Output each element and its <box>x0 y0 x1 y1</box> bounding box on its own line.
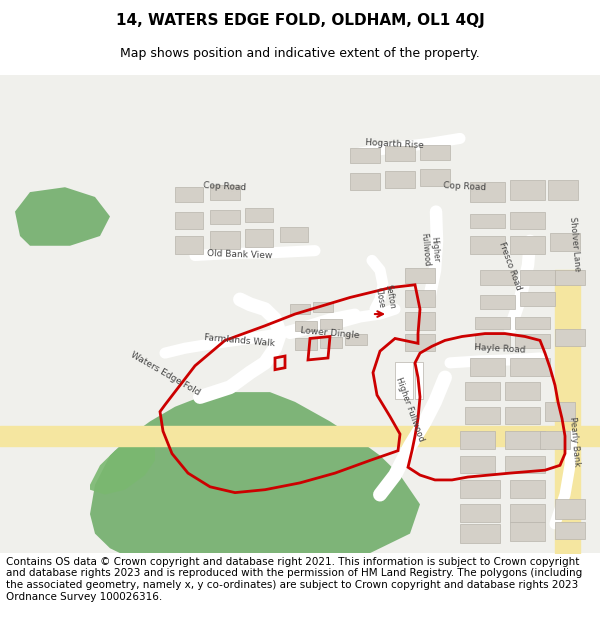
FancyBboxPatch shape <box>460 480 500 498</box>
Text: Hayle Road: Hayle Road <box>474 343 526 355</box>
Text: 14, WATERS EDGE FOLD, OLDHAM, OL1 4QJ: 14, WATERS EDGE FOLD, OLDHAM, OL1 4QJ <box>116 14 484 29</box>
FancyBboxPatch shape <box>295 339 317 350</box>
FancyBboxPatch shape <box>405 312 435 329</box>
FancyBboxPatch shape <box>510 504 545 522</box>
FancyBboxPatch shape <box>470 214 505 228</box>
FancyBboxPatch shape <box>460 456 495 473</box>
FancyBboxPatch shape <box>245 229 273 247</box>
FancyBboxPatch shape <box>465 382 500 400</box>
FancyBboxPatch shape <box>555 522 585 539</box>
FancyBboxPatch shape <box>320 336 342 348</box>
FancyBboxPatch shape <box>420 169 450 186</box>
FancyBboxPatch shape <box>415 362 423 399</box>
FancyBboxPatch shape <box>320 319 342 329</box>
FancyBboxPatch shape <box>505 407 540 424</box>
Text: Contains OS data © Crown copyright and database right 2021. This information is : Contains OS data © Crown copyright and d… <box>6 557 582 601</box>
FancyBboxPatch shape <box>510 181 545 200</box>
FancyBboxPatch shape <box>210 209 240 224</box>
FancyBboxPatch shape <box>385 171 415 188</box>
FancyBboxPatch shape <box>505 382 540 400</box>
FancyBboxPatch shape <box>280 228 308 242</box>
FancyBboxPatch shape <box>510 212 545 229</box>
FancyBboxPatch shape <box>460 504 500 522</box>
Text: Sefton
Close: Sefton Close <box>373 284 397 311</box>
FancyBboxPatch shape <box>295 321 317 331</box>
FancyBboxPatch shape <box>350 173 380 190</box>
FancyBboxPatch shape <box>385 146 415 161</box>
FancyBboxPatch shape <box>505 431 545 449</box>
FancyBboxPatch shape <box>510 358 550 376</box>
FancyBboxPatch shape <box>460 431 495 449</box>
Text: Higher
Fullwood: Higher Fullwood <box>419 232 441 268</box>
FancyBboxPatch shape <box>520 292 555 306</box>
FancyBboxPatch shape <box>555 270 585 285</box>
FancyBboxPatch shape <box>345 334 367 345</box>
Text: Lower Dingle: Lower Dingle <box>300 326 360 341</box>
FancyBboxPatch shape <box>175 212 203 229</box>
FancyBboxPatch shape <box>480 270 515 285</box>
FancyBboxPatch shape <box>555 499 585 519</box>
FancyBboxPatch shape <box>245 208 273 222</box>
FancyBboxPatch shape <box>210 185 240 200</box>
FancyBboxPatch shape <box>175 188 203 202</box>
FancyBboxPatch shape <box>470 236 505 254</box>
Text: Cop Road: Cop Road <box>443 181 487 192</box>
Text: Map shows position and indicative extent of the property.: Map shows position and indicative extent… <box>120 48 480 61</box>
Text: Fresco Road: Fresco Road <box>497 241 523 292</box>
FancyBboxPatch shape <box>420 145 450 160</box>
FancyBboxPatch shape <box>470 358 505 376</box>
FancyBboxPatch shape <box>550 233 580 251</box>
FancyBboxPatch shape <box>350 148 380 163</box>
FancyBboxPatch shape <box>555 329 585 346</box>
FancyBboxPatch shape <box>210 231 240 249</box>
FancyBboxPatch shape <box>465 407 500 424</box>
FancyBboxPatch shape <box>460 524 500 543</box>
Text: Sholver Lane: Sholver Lane <box>568 217 582 272</box>
Polygon shape <box>15 188 110 246</box>
FancyBboxPatch shape <box>475 317 510 329</box>
Text: Old Bank View: Old Bank View <box>207 249 273 261</box>
FancyBboxPatch shape <box>175 236 203 254</box>
FancyBboxPatch shape <box>505 456 545 473</box>
Text: Farmlands Walk: Farmlands Walk <box>205 333 275 348</box>
FancyBboxPatch shape <box>313 302 333 312</box>
FancyBboxPatch shape <box>520 270 555 285</box>
FancyBboxPatch shape <box>515 334 550 348</box>
FancyBboxPatch shape <box>405 289 435 308</box>
Text: Hogarth Rise: Hogarth Rise <box>365 138 425 150</box>
Text: Pearly Bank: Pearly Bank <box>568 417 581 468</box>
FancyBboxPatch shape <box>510 480 545 498</box>
Text: Waters Edge Fold: Waters Edge Fold <box>129 350 201 397</box>
Polygon shape <box>90 436 155 494</box>
FancyBboxPatch shape <box>405 268 435 283</box>
FancyBboxPatch shape <box>470 182 505 202</box>
Text: Higher Fullwood: Higher Fullwood <box>394 376 426 443</box>
FancyBboxPatch shape <box>540 431 570 449</box>
FancyBboxPatch shape <box>480 294 515 309</box>
Text: Cop Road: Cop Road <box>203 181 247 192</box>
FancyBboxPatch shape <box>475 334 510 348</box>
FancyBboxPatch shape <box>290 304 310 314</box>
FancyBboxPatch shape <box>405 334 435 351</box>
Polygon shape <box>90 392 420 553</box>
FancyBboxPatch shape <box>510 236 545 254</box>
FancyBboxPatch shape <box>510 522 545 541</box>
FancyBboxPatch shape <box>395 362 413 399</box>
FancyBboxPatch shape <box>545 402 575 421</box>
FancyBboxPatch shape <box>548 181 578 200</box>
FancyBboxPatch shape <box>515 317 550 329</box>
